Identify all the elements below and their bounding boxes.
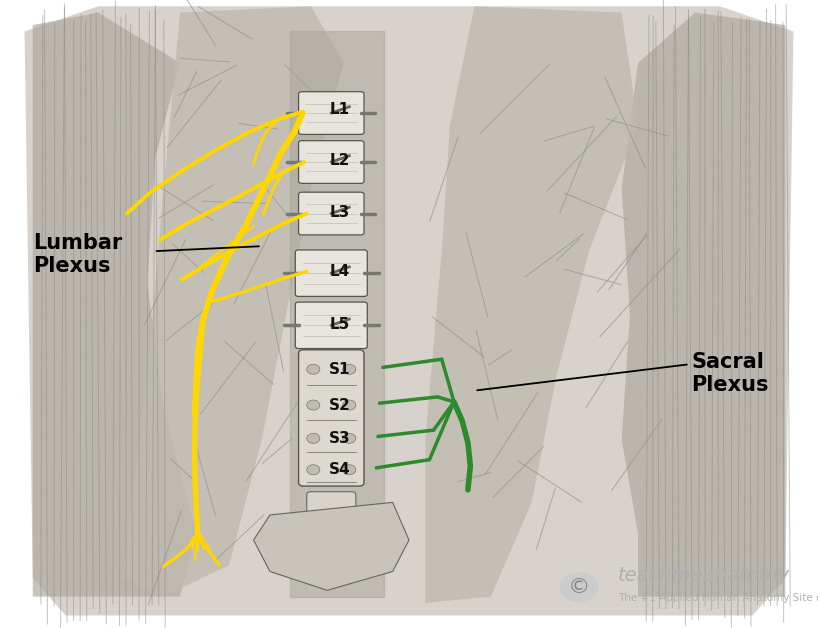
Text: L2: L2 (330, 153, 349, 168)
Text: The #1 Applied Human Anatomy Site on the Web.: The #1 Applied Human Anatomy Site on the… (618, 593, 818, 603)
Polygon shape (622, 13, 785, 597)
Text: teachmeanatomy: teachmeanatomy (618, 566, 789, 585)
Text: L4: L4 (330, 264, 349, 279)
Polygon shape (123, 6, 344, 597)
Circle shape (307, 400, 320, 410)
Circle shape (343, 400, 356, 410)
Text: ©: © (568, 577, 591, 597)
FancyBboxPatch shape (299, 92, 364, 134)
Text: L5: L5 (330, 317, 349, 332)
Text: S1: S1 (329, 362, 350, 377)
Circle shape (560, 572, 599, 602)
Text: Sacral
Plexus: Sacral Plexus (691, 352, 769, 395)
FancyBboxPatch shape (299, 350, 364, 486)
Bar (290, 31, 384, 597)
Polygon shape (25, 6, 793, 615)
FancyBboxPatch shape (299, 192, 364, 235)
FancyBboxPatch shape (299, 141, 364, 183)
Circle shape (343, 465, 356, 475)
Circle shape (307, 465, 320, 475)
Circle shape (307, 433, 320, 443)
FancyBboxPatch shape (307, 492, 356, 517)
Text: L1: L1 (330, 102, 349, 117)
Polygon shape (425, 6, 638, 603)
Text: L3: L3 (330, 205, 349, 220)
Polygon shape (33, 13, 196, 597)
FancyBboxPatch shape (295, 250, 367, 296)
Polygon shape (254, 502, 409, 590)
Circle shape (343, 364, 356, 374)
Circle shape (343, 433, 356, 443)
Circle shape (307, 364, 320, 374)
Text: S2: S2 (329, 398, 350, 413)
Text: S4: S4 (329, 462, 350, 477)
Text: S3: S3 (329, 431, 350, 446)
FancyBboxPatch shape (295, 302, 367, 349)
Text: Lumbar
Plexus: Lumbar Plexus (33, 233, 122, 276)
